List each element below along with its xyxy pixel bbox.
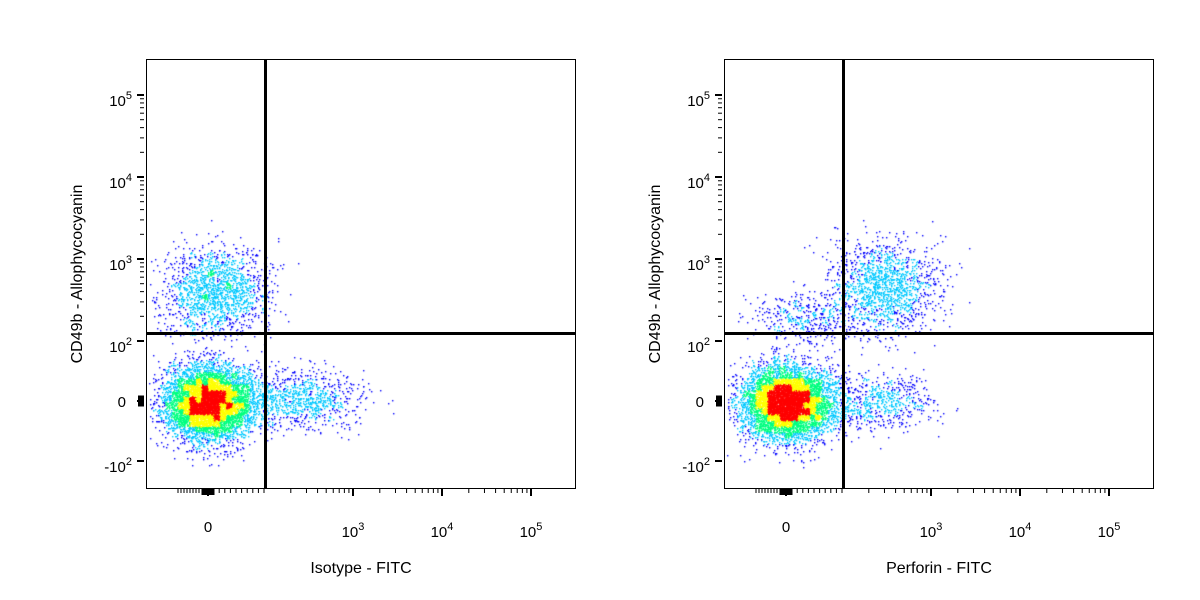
y-tick-label: 105	[670, 89, 710, 109]
tick-exponent: 4	[1025, 521, 1031, 533]
y-axis-label: CD49b - Allophycocyanin	[69, 185, 87, 364]
tick-base: 0	[696, 394, 704, 411]
x-tick-label: 0	[761, 520, 811, 535]
tick-base: 10	[687, 93, 704, 110]
y-tick-label: 102	[92, 335, 132, 355]
tick-base: 0	[118, 394, 126, 411]
tick-base: 10	[687, 175, 704, 192]
tick-exponent: 2	[704, 336, 710, 348]
tick-exponent: 2	[126, 336, 132, 348]
tick-exponent: 5	[1114, 521, 1120, 533]
x-axis-label: Perforin - FITC	[724, 560, 1154, 578]
y-tick-label: 0	[86, 395, 126, 410]
tick-base: 10	[687, 339, 704, 356]
tick-base: 0	[204, 519, 212, 536]
x-tick-label: 103	[906, 520, 956, 540]
tick-exponent: 5	[536, 521, 542, 533]
axis-ticks	[0, 0, 600, 600]
tick-base: -10	[104, 459, 126, 476]
tick-base: 10	[109, 257, 126, 274]
tick-base: 10	[109, 93, 126, 110]
tick-base: 10	[109, 175, 126, 192]
y-axis-label: CD49b - Allophycocyanin	[647, 185, 665, 364]
x-axis-label: Isotype - FITC	[146, 560, 576, 578]
tick-exponent: 2	[704, 456, 710, 468]
tick-exponent: 3	[358, 521, 364, 533]
x-tick-label: 105	[1084, 520, 1134, 540]
plot-panel-isotype: 105 104 103 102 0 -102 0 103 104 105 Isotype - F…	[0, 0, 600, 600]
tick-exponent: 4	[447, 521, 453, 533]
y-tick-label: 102	[670, 335, 710, 355]
tick-exponent: 3	[126, 254, 132, 266]
tick-base: -10	[682, 459, 704, 476]
tick-base: 10	[109, 339, 126, 356]
x-tick-label: 0	[183, 520, 233, 535]
tick-base: 10	[920, 524, 937, 541]
x-tick-label: 104	[995, 520, 1045, 540]
tick-base: 0	[782, 519, 790, 536]
x-tick-label: 105	[506, 520, 556, 540]
tick-exponent: 4	[704, 172, 710, 184]
tick-base: 10	[1098, 524, 1115, 541]
y-tick-label: 0	[664, 395, 704, 410]
tick-exponent: 3	[704, 254, 710, 266]
tick-base: 10	[687, 257, 704, 274]
y-tick-label: 104	[670, 171, 710, 191]
tick-exponent: 5	[126, 90, 132, 102]
tick-exponent: 3	[936, 521, 942, 533]
tick-base: 10	[520, 524, 537, 541]
y-tick-label: -102	[670, 455, 710, 475]
plot-panel-perforin: 105 104 103 102 0 -102 0 103 104 105 Perforin - …	[578, 0, 1178, 600]
tick-base: 10	[431, 524, 448, 541]
tick-base: 10	[342, 524, 359, 541]
tick-exponent: 5	[704, 90, 710, 102]
axis-ticks	[578, 0, 1178, 600]
y-tick-label: -102	[92, 455, 132, 475]
tick-base: 10	[1009, 524, 1026, 541]
x-tick-label: 103	[328, 520, 378, 540]
y-tick-label: 103	[670, 253, 710, 273]
y-tick-label: 104	[92, 171, 132, 191]
x-tick-label: 104	[417, 520, 467, 540]
tick-exponent: 4	[126, 172, 132, 184]
y-tick-label: 105	[92, 89, 132, 109]
y-tick-label: 103	[92, 253, 132, 273]
tick-exponent: 2	[126, 456, 132, 468]
